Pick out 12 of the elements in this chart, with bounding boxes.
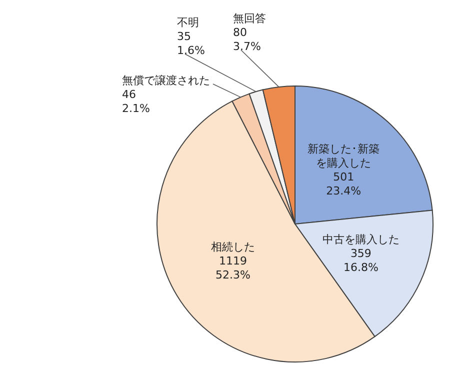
data-label: 501 23.4% xyxy=(326,170,362,198)
slice-label: 中古を購入した xyxy=(322,233,400,246)
slice-label: 不明 xyxy=(177,16,199,29)
data-label: 1119 52.3% xyxy=(216,254,251,282)
data-label: 359 16.8% xyxy=(343,247,378,274)
slice-label: 無償で譲渡された xyxy=(122,74,210,87)
data-label: 35 1.6% xyxy=(177,30,205,57)
slice-label: 無回答 xyxy=(233,12,266,25)
slice-label: 相続した xyxy=(211,240,256,254)
data-label: 46 2.1% xyxy=(122,88,150,115)
data-label: 80 3.7% xyxy=(233,26,261,53)
slice-label: 新築した･新築を購入した xyxy=(308,142,380,170)
